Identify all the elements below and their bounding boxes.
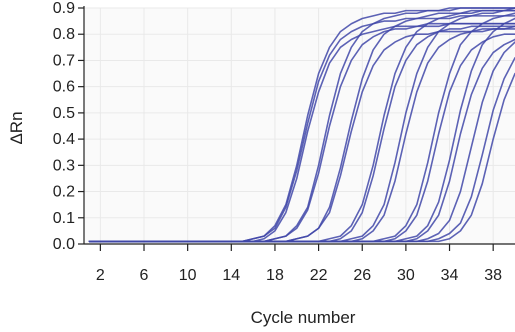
y-tick-label-4: 0.4 [53, 131, 75, 148]
y-tick-label-5: 0.5 [53, 105, 75, 122]
x-tick-label-8: 34 [441, 267, 459, 284]
x-tick-label-7: 30 [397, 267, 415, 284]
y-tick-label-3: 0.3 [53, 157, 75, 174]
x-tick-label-1: 6 [140, 267, 149, 284]
x-tick-label-9: 38 [484, 267, 502, 284]
y-tick-label-8: 0.8 [53, 26, 75, 43]
series-lines [88, 7, 515, 243]
y-tick-label-7: 0.7 [53, 52, 75, 69]
y-axis-label: ΔRn [7, 111, 26, 144]
x-tick-label-3: 14 [222, 267, 240, 284]
y-tick-label-0: 0.0 [53, 236, 75, 253]
x-tick-label-4: 18 [266, 267, 284, 284]
x-tick-label-2: 10 [179, 267, 197, 284]
y-tick-label-6: 0.6 [53, 79, 75, 96]
y-tick-label-9: 0.9 [53, 0, 75, 17]
y-tick-label-1: 0.1 [53, 210, 75, 227]
tick-labels: 0.00.10.20.30.40.50.60.70.80.92 6 10 14 18 22… [53, 0, 502, 284]
axes [83, 6, 515, 245]
x-tick-label-0: 2 [96, 267, 105, 284]
x-tick-label-5: 22 [310, 267, 328, 284]
x-tick-label-6: 26 [353, 267, 371, 284]
plot-background [84, 8, 515, 244]
y-tick-label-2: 0.2 [53, 184, 75, 201]
x-axis-label: Cycle number [251, 308, 356, 327]
series-line-17 [88, 72, 515, 243]
